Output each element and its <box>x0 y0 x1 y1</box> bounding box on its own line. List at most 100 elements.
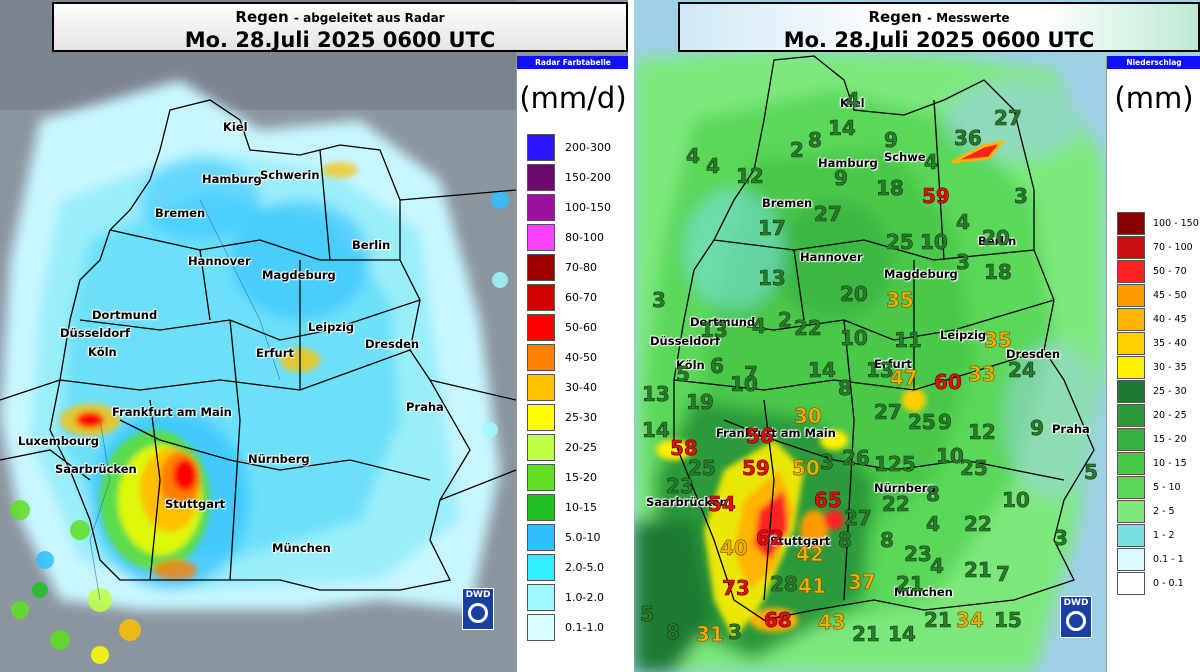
station-value: 8 <box>838 528 853 552</box>
city-label: Frankfurt am Main <box>112 405 232 419</box>
legend-row: 100 - 150 <box>1117 212 1199 235</box>
city-label: Dortmund <box>690 315 756 329</box>
measured-legend-unit: (mm) <box>1114 81 1194 115</box>
legend-swatch <box>1117 380 1145 403</box>
legend-row: 25-30 <box>527 404 597 431</box>
city-label: Bremen <box>762 196 813 210</box>
station-value: 8 <box>808 128 823 152</box>
station-value: 10 <box>920 230 948 254</box>
legend-label: 15-20 <box>565 471 597 484</box>
legend-label: 100-150 <box>565 201 611 214</box>
legend-swatch <box>527 614 555 641</box>
legend-swatch <box>1117 212 1145 235</box>
station-value: 5 <box>640 602 655 626</box>
legend-label: 20-25 <box>565 441 597 454</box>
station-value: 40 <box>720 536 748 560</box>
legend-swatch <box>527 524 555 551</box>
city-label: Dortmund <box>92 308 158 322</box>
legend-row: 30-40 <box>527 374 597 401</box>
dwd-logo-text: DWD <box>1063 598 1089 608</box>
station-value: 31 <box>696 622 724 646</box>
station-value: 54 <box>708 492 736 516</box>
station-value: 4 <box>956 210 971 234</box>
city-label: Stuttgart <box>165 497 226 511</box>
station-value: 8 <box>926 482 941 506</box>
city-label: Leipzig <box>940 328 987 342</box>
legend-row: 0.1 - 1 <box>1117 548 1184 571</box>
station-value: 9 <box>834 166 849 190</box>
legend-swatch <box>1117 308 1145 331</box>
city-label: Hannover <box>188 254 251 268</box>
measured-title-sub: - Messwerte <box>927 11 1010 25</box>
legend-label: 0.1-1.0 <box>565 621 604 634</box>
legend-swatch <box>527 494 555 521</box>
station-value: 3 <box>1014 184 1029 208</box>
legend-label: 70 - 100 <box>1153 242 1193 253</box>
legend-swatch <box>1117 404 1145 427</box>
station-value: 34 <box>956 608 984 632</box>
station-value: 59 <box>922 184 950 208</box>
station-value: 25 <box>908 410 936 434</box>
legend-swatch <box>1117 428 1145 451</box>
station-value: 2 <box>790 138 805 162</box>
legend-row: 10 - 15 <box>1117 452 1187 475</box>
city-label: Stuttgart <box>770 534 831 548</box>
station-value: 22 <box>794 316 822 340</box>
station-value: 13 <box>642 382 670 406</box>
radar-date: Mo. 28.Juli 2025 0600 UTC <box>184 28 496 52</box>
legend-row: 70-80 <box>527 254 597 281</box>
legend-label: 2 - 5 <box>1153 506 1175 517</box>
legend-swatch <box>527 434 555 461</box>
legend-label: 50-60 <box>565 321 597 334</box>
legend-swatch <box>527 314 555 341</box>
city-label: Kiel <box>223 120 248 134</box>
legend-swatch <box>527 404 555 431</box>
station-value: 10 <box>730 372 758 396</box>
legend-row: 2.0-5.0 <box>527 554 604 581</box>
measured-borders <box>673 55 1095 621</box>
legend-label: 200-300 <box>565 141 611 154</box>
station-value: 14 <box>808 358 836 382</box>
legend-row: 200-300 <box>527 134 611 161</box>
dwd-swirl-icon <box>1066 611 1086 631</box>
legend-row: 20 - 25 <box>1117 404 1187 427</box>
dwd-swirl-icon <box>468 603 488 623</box>
legend-label: 35 - 40 <box>1153 338 1187 349</box>
city-label: Luxembourg <box>18 434 99 448</box>
station-value: 21 <box>896 572 924 596</box>
radar-legend-head: Radar Farbtabelle <box>517 56 628 69</box>
legend-label: 30 - 35 <box>1153 362 1187 373</box>
legend-swatch <box>527 224 555 251</box>
legend-swatch <box>1117 548 1145 571</box>
station-value: 22 <box>882 492 910 516</box>
legend-row: 1 - 2 <box>1117 524 1175 547</box>
legend-swatch <box>1117 452 1145 475</box>
measured-map <box>634 0 1106 672</box>
station-value: 4 <box>686 144 701 168</box>
station-value: 21 <box>924 608 952 632</box>
legend-row: 150-200 <box>527 164 611 191</box>
city-label: Nürnberg <box>248 452 310 466</box>
station-value: 37 <box>848 570 876 594</box>
city-label: Dresden <box>1006 347 1061 361</box>
city-label: Dresden <box>365 337 420 351</box>
station-value: 17 <box>758 216 786 240</box>
station-value: 33 <box>968 362 996 386</box>
station-value: 10 <box>840 326 868 350</box>
radar-map-panel: Regen - abgeleitet aus Radar Mo. 28.Juli… <box>0 0 628 672</box>
city-label: München <box>894 585 953 599</box>
legend-row: 30 - 35 <box>1117 356 1187 379</box>
legend-label: 45 - 50 <box>1153 290 1187 301</box>
legend-label: 10-15 <box>565 501 597 514</box>
legend-label: 40-50 <box>565 351 597 364</box>
city-label: Düsseldorf <box>60 326 130 340</box>
station-value: 20 <box>982 226 1010 250</box>
legend-row: 45 - 50 <box>1117 284 1187 307</box>
legend-label: 1 - 2 <box>1153 530 1175 541</box>
legend-swatch <box>1117 524 1145 547</box>
legend-swatch <box>1117 476 1145 499</box>
dwd-logo: DWD <box>462 588 494 630</box>
station-value: 7 <box>744 362 759 386</box>
station-value: 5 <box>676 362 691 386</box>
legend-swatch <box>527 134 555 161</box>
